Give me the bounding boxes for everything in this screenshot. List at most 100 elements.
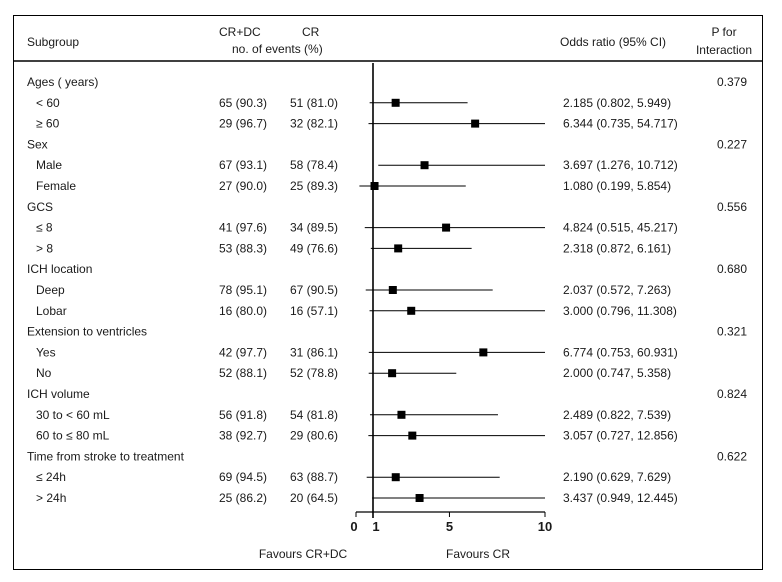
arm2-events: 32 (82.1) — [290, 117, 338, 131]
odds-ratio-text: 3.437 (0.949, 12.445) — [563, 491, 678, 505]
arm2-events: 31 (86.1) — [290, 345, 338, 359]
x-tick-label: 1 — [372, 519, 379, 534]
subgroup-heading: Sex — [27, 137, 48, 151]
header-events: no. of events (%) — [232, 42, 323, 56]
p-interaction-value: 0.622 — [717, 449, 747, 463]
subgroup-row-label: ≤ 8 — [36, 221, 53, 235]
subgroup-row-label: Deep — [36, 283, 65, 297]
arm2-events: 52 (78.8) — [290, 366, 338, 380]
x-tick-label: 5 — [446, 519, 453, 534]
arm1-events: 56 (91.8) — [219, 408, 267, 422]
forest-rows: Ages ( years) 0.379 < 60 65 (90.3) 51 (81.0)… — [27, 63, 747, 518]
subgroup-row-label: ≥ 60 — [36, 117, 60, 131]
subgroup-heading: ICH volume — [27, 387, 90, 401]
point-estimate-square — [407, 306, 416, 315]
header-p-line1: P for — [711, 25, 736, 39]
arm1-events: 25 (86.2) — [219, 491, 267, 505]
subgroup-row-label: 60 to ≤ 80 mL — [36, 429, 110, 443]
arm1-events: 53 (88.3) — [219, 241, 267, 255]
p-interaction-value: 0.379 — [717, 75, 747, 89]
x-tick-label: 10 — [538, 519, 552, 534]
arm1-events: 38 (92.7) — [219, 429, 267, 443]
arm1-events: 16 (80.0) — [219, 304, 267, 318]
subgroup-row-label: Female — [36, 179, 76, 193]
odds-ratio-text: 2.037 (0.572, 7.263) — [563, 283, 671, 297]
point-estimate-square — [471, 119, 480, 128]
odds-ratio-text: 2.489 (0.822, 7.539) — [563, 408, 671, 422]
odds-ratio-text: 2.000 (0.747, 5.358) — [563, 366, 671, 380]
p-interaction-value: 0.556 — [717, 200, 747, 214]
odds-ratio-text: 6.344 (0.735, 54.717) — [563, 117, 678, 131]
subgroup-row-label: ≤ 24h — [36, 470, 66, 484]
odds-ratio-text: 3.000 (0.796, 11.308) — [563, 304, 677, 318]
odds-ratio-text: 2.318 (0.872, 6.161) — [563, 241, 671, 255]
point-estimate-square — [394, 244, 403, 253]
point-estimate-square — [420, 161, 429, 170]
p-interaction-value: 0.824 — [717, 387, 747, 401]
header-subgroup: Subgroup — [27, 35, 79, 49]
subgroup-heading: ICH location — [27, 262, 92, 276]
point-estimate-square — [370, 182, 379, 190]
odds-ratio-text: 4.824 (0.515, 45.217) — [563, 221, 678, 235]
subgroup-heading: GCS — [27, 200, 53, 214]
x-tick-label: 0 — [350, 519, 357, 534]
subgroup-heading: Time from stroke to treatment — [27, 449, 185, 463]
subgroup-row-label: > 24h — [36, 491, 66, 505]
point-estimate-square — [442, 223, 451, 232]
arm2-events: 20 (64.5) — [290, 491, 338, 505]
subgroup-row-label: Male — [36, 158, 62, 172]
p-interaction-value: 0.321 — [717, 325, 747, 339]
odds-ratio-text: 1.080 (0.199, 5.854) — [563, 179, 671, 193]
arm2-events: 63 (88.7) — [290, 470, 338, 484]
arm2-events: 54 (81.8) — [290, 408, 338, 422]
arm2-events: 25 (89.3) — [290, 179, 338, 193]
odds-ratio-text: 3.697 (1.276, 10.712) — [563, 158, 678, 172]
arm1-events: 65 (90.3) — [219, 96, 267, 110]
x-axis: 0 1 5 10 — [350, 511, 552, 534]
subgroup-row-label: Yes — [36, 345, 56, 359]
point-estimate-square — [415, 494, 424, 502]
subgroup-row-label: 30 to < 60 mL — [36, 408, 110, 422]
arm1-events: 78 (95.1) — [219, 283, 267, 297]
figure-frame — [13, 15, 763, 570]
header-odds-ratio: Odds ratio (95% CI) — [560, 35, 666, 49]
arm1-events: 42 (97.7) — [219, 345, 267, 359]
point-estimate-square — [408, 431, 417, 440]
arm1-events: 69 (94.5) — [219, 470, 267, 484]
arm2-events: 34 (89.5) — [290, 221, 338, 235]
favours-right-label: Favours CR — [446, 547, 510, 561]
arm2-events: 49 (76.6) — [290, 241, 338, 255]
arm1-events: 67 (93.1) — [219, 158, 267, 172]
p-interaction-value: 0.227 — [717, 137, 747, 151]
arm2-events: 16 (57.1) — [290, 304, 338, 318]
odds-ratio-text: 2.185 (0.802, 5.949) — [563, 96, 671, 110]
point-estimate-square — [391, 473, 400, 482]
favours-left-label: Favours CR+DC — [259, 547, 348, 561]
point-estimate-square — [479, 348, 488, 357]
point-estimate-square — [388, 286, 397, 294]
subgroup-row-label: Lobar — [36, 304, 67, 318]
header-p-line2: Interaction — [696, 43, 752, 57]
arm1-events: 29 (96.7) — [219, 117, 267, 131]
arm1-events: 52 (88.1) — [219, 366, 267, 380]
header-arm1: CR+DC — [219, 25, 261, 39]
arm2-events: 67 (90.5) — [290, 283, 338, 297]
point-estimate-square — [397, 410, 406, 419]
subgroup-heading: Extension to ventricles — [27, 325, 147, 339]
arm1-events: 41 (97.6) — [219, 221, 267, 235]
p-interaction-value: 0.680 — [717, 262, 747, 276]
odds-ratio-text: 3.057 (0.727, 12.856) — [563, 429, 678, 443]
odds-ratio-text: 6.774 (0.753, 60.931) — [563, 345, 678, 359]
subgroup-row-label: No — [36, 366, 52, 380]
odds-ratio-text: 2.190 (0.629, 7.629) — [563, 470, 671, 484]
arm2-events: 29 (80.6) — [290, 429, 338, 443]
subgroup-heading: Ages ( years) — [27, 75, 98, 89]
arm2-events: 58 (78.4) — [290, 158, 338, 172]
point-estimate-square — [391, 98, 400, 107]
header-arm2: CR — [302, 25, 320, 39]
subgroup-row-label: < 60 — [36, 96, 60, 110]
subgroup-row-label: > 8 — [36, 241, 53, 255]
arm1-events: 27 (90.0) — [219, 179, 267, 193]
point-estimate-square — [388, 369, 397, 378]
